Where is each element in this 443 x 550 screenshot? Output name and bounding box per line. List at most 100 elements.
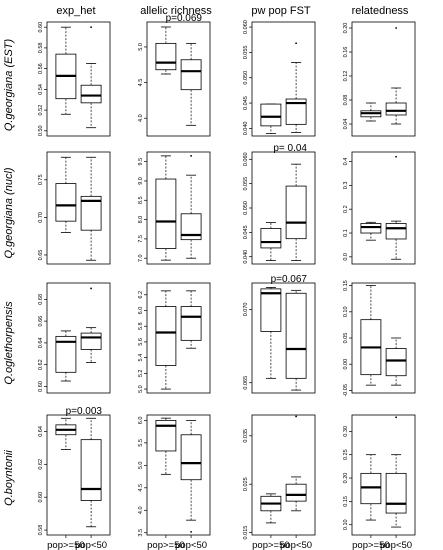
panel-r3-c2: 5.0 5.2 5.4 5.6 5.8 6.0 6.2: [138, 282, 211, 394]
x-tick-label: pop<50: [75, 540, 107, 550]
panel-r3-c3: 0.065 0.070 p=0.067: [243, 274, 316, 394]
box-iqr: [260, 103, 282, 127]
box-pop-ge-50: [155, 290, 177, 390]
box-iqr: [80, 332, 102, 350]
box-pop-lt-50: [80, 287, 102, 363]
column-header-relatedness: relatedness: [352, 5, 409, 17]
panel-r2-c2: 7.0 7.5 8.0 8.5 9.0 9.5: [138, 151, 211, 265]
p-value-annotation: p= 0.04: [273, 143, 307, 154]
y-tick-label: 0.54: [38, 84, 44, 95]
panel-frame: [46, 151, 111, 265]
box-iqr: [360, 223, 382, 234]
box-iqr: [385, 223, 407, 240]
box-iqr: [155, 42, 177, 71]
y-tick-label: 4.0: [138, 114, 144, 122]
box-pop-ge-50: [360, 221, 382, 241]
box-pop-ge-50: [55, 417, 77, 450]
y-tick-label: 0.040: [243, 122, 249, 136]
box-iqr: [285, 483, 307, 502]
y-tick-label: 0.08: [343, 95, 349, 106]
y-tick-label: 6.0: [138, 417, 144, 425]
y-tick-label: 6.2: [138, 291, 144, 299]
outlier-point: [90, 26, 92, 29]
box-pop-lt-50: [80, 26, 102, 129]
y-tick-label: 3.5: [138, 529, 144, 537]
box-iqr: [80, 439, 102, 501]
outlier-point: [295, 42, 297, 45]
box-pop-ge-50: [360, 454, 382, 521]
box-iqr: [155, 178, 177, 249]
outlier-point: [190, 530, 193, 533]
box-iqr: [155, 306, 177, 366]
x-tick-label: pop>=50: [252, 540, 290, 550]
x-tick-label: pop<50: [280, 540, 312, 550]
y-tick-label: 0.20: [343, 473, 349, 484]
box-pop-ge-50: [155, 155, 177, 261]
y-tick-label: 5.0: [138, 462, 144, 470]
panel-frame: [251, 414, 316, 536]
y-tick-label: 7.5: [138, 235, 144, 243]
panel-frame: [46, 21, 111, 137]
y-tick-label: 0.00: [343, 359, 349, 370]
y-tick-label: 0.050: [243, 201, 249, 215]
y-tick-label: 0.060: [243, 20, 249, 34]
box-pop-ge-50: [360, 285, 382, 386]
box-pop-ge-50: [260, 103, 282, 134]
y-tick-label: 8.0: [138, 216, 144, 224]
y-tick-label: 0.040: [243, 250, 249, 264]
box-iqr: [260, 228, 282, 249]
panel-frame: [351, 151, 416, 265]
outlier-point: [395, 155, 397, 158]
x-tick-label: pop<50: [175, 540, 207, 550]
column-header-pw-pop-fst: pw pop FST: [251, 5, 311, 17]
box-iqr: [385, 472, 407, 514]
box-pop-lt-50: [285, 42, 307, 133]
column-headers: exp_het allelic richness pw pop FST rela…: [56, 5, 409, 17]
y-tick-label: 7.0: [138, 254, 144, 262]
y-tick-label: 0.055: [243, 177, 249, 191]
y-tick-label: 0.60: [38, 381, 44, 392]
panel-frame: [251, 282, 316, 394]
box-pop-lt-50: [385, 27, 407, 125]
y-tick-label: 0.20: [343, 23, 349, 34]
y-tick-label: 0.52: [38, 105, 44, 116]
y-tick-label: 0.50: [38, 125, 44, 136]
y-tick-label: 0.15: [343, 280, 349, 291]
box-iqr: [260, 288, 282, 332]
panel-frame: [351, 21, 416, 137]
box-pop-lt-50: [385, 416, 407, 528]
box-pop-ge-50: [55, 330, 77, 382]
y-tick-label: 0.2: [343, 205, 349, 213]
row-labels: Q.georgiana (EST) Q.georgiana (nucl) Q.o…: [3, 39, 15, 506]
y-tick-label: 8.5: [138, 196, 144, 204]
panels: 0.50 0.52 0.54 0.56 0.58 0.60 4.0 4.5 5.0 p=0.069…: [38, 13, 416, 550]
box-pop-lt-50: [285, 163, 307, 261]
box-iqr: [285, 98, 307, 125]
panel-r2-c4: 0.0 0.1 0.2 0.3 0.4: [343, 151, 416, 265]
panel-r3-c1: 0.60 0.62 0.64 0.66 0.68: [38, 282, 111, 394]
panel-r1-c3: 0.040 0.045 0.050 0.055 0.060: [243, 20, 316, 137]
panel-frame: [146, 282, 211, 394]
y-tick-label: 0.045: [243, 96, 249, 110]
y-tick-label: 0.3: [343, 182, 349, 190]
box-iqr: [155, 419, 177, 452]
p-value-annotation: p=0.067: [271, 274, 308, 285]
box-pop-lt-50: [180, 42, 202, 126]
y-tick-label: 0.16: [343, 47, 349, 58]
panel-r2-c3: 0.040 0.045 0.050 0.055 0.060 p= 0.04: [243, 143, 316, 265]
y-tick-label: 0.0: [343, 253, 349, 261]
box-pop-ge-50: [260, 222, 282, 261]
box-pop-ge-50: [360, 102, 382, 122]
outlier-point: [190, 154, 193, 157]
box-iqr: [55, 335, 77, 373]
row-label-boyntonii: Q.boyntonii: [3, 450, 15, 506]
y-tick-label: 0.060: [243, 152, 249, 166]
p-value-annotation: p=0.003: [66, 406, 103, 417]
box-iqr: [180, 306, 202, 341]
y-tick-label: 0.56: [38, 63, 44, 74]
y-tick-label: 0.045: [243, 225, 249, 239]
box-pop-ge-50: [155, 26, 177, 75]
